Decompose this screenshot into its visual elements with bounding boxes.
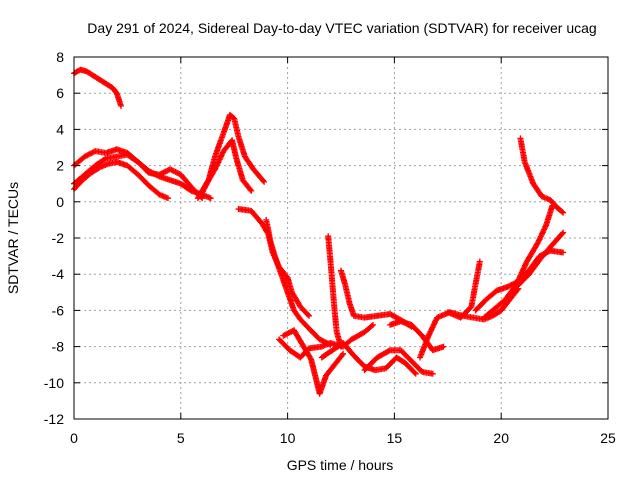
x-axis-label: GPS time / hours <box>287 457 394 473</box>
data-point <box>559 208 566 215</box>
series-track-o <box>387 318 447 354</box>
y-tick-label: -4 <box>52 266 65 282</box>
series-track-p <box>417 285 522 361</box>
x-tick-label: 15 <box>387 430 403 446</box>
data-point <box>118 102 124 109</box>
data-points <box>71 66 567 397</box>
data-point <box>412 370 419 377</box>
y-tick-label: 8 <box>56 49 64 65</box>
x-tick-label: 5 <box>177 430 185 446</box>
y-tick-label: 0 <box>56 194 64 210</box>
data-point <box>169 167 176 174</box>
data-point <box>207 195 214 202</box>
data-point <box>85 151 92 158</box>
data-point <box>248 187 255 194</box>
series-track-s <box>481 202 556 321</box>
data-point <box>304 311 311 318</box>
y-tick-label: -6 <box>52 302 65 318</box>
series-track-n <box>361 347 436 377</box>
y-tick-label: 4 <box>56 121 64 137</box>
data-point <box>440 343 447 350</box>
series-track-t <box>517 135 567 216</box>
data-point <box>559 230 566 237</box>
data-point <box>560 229 567 236</box>
y-axis-label: SDTVAR / TECUs <box>5 182 21 294</box>
series-track-m <box>325 233 344 350</box>
data-point <box>560 249 567 256</box>
data-point <box>476 258 483 265</box>
x-tick-label: 25 <box>600 430 616 446</box>
series-track-j <box>280 327 347 397</box>
data-point <box>560 209 567 216</box>
data-point <box>165 195 171 202</box>
series-track-h <box>263 216 334 348</box>
chart-title: Day 291 of 2024, Sidereal Day-to-day VTE… <box>87 20 596 36</box>
data-point <box>370 321 376 328</box>
y-tick-label: -2 <box>52 230 65 246</box>
x-tick-label: 0 <box>70 430 78 446</box>
data-point <box>411 369 418 376</box>
data-point <box>340 350 347 357</box>
series-track-u <box>515 229 567 289</box>
data-point <box>429 370 436 377</box>
x-tick-label: 20 <box>493 430 509 446</box>
x-tick-label: 10 <box>280 430 296 446</box>
data-point <box>261 178 268 185</box>
y-tick-label: -8 <box>52 339 65 355</box>
axis-ticks: 0 5 10 15 20 25 -12 -10 -8 -6 -4 -2 0 2 4 6 8 <box>44 49 616 446</box>
series-track-q <box>444 258 483 321</box>
data-point <box>339 352 346 358</box>
data-point <box>426 331 433 338</box>
data-point <box>306 312 312 319</box>
data-point <box>155 172 162 179</box>
y-tick-label: -10 <box>44 375 64 391</box>
data-point <box>385 347 392 354</box>
data-point <box>368 322 375 329</box>
data-point <box>101 156 108 163</box>
data-point <box>307 355 314 361</box>
data-point <box>338 343 344 350</box>
y-tick-label: 2 <box>56 158 64 174</box>
data-point <box>535 237 542 244</box>
data-point <box>260 177 267 184</box>
data-point <box>247 186 254 193</box>
series-track-f <box>194 137 255 202</box>
y-tick-label: -12 <box>44 411 64 427</box>
y-tick-label: 6 <box>56 85 64 101</box>
